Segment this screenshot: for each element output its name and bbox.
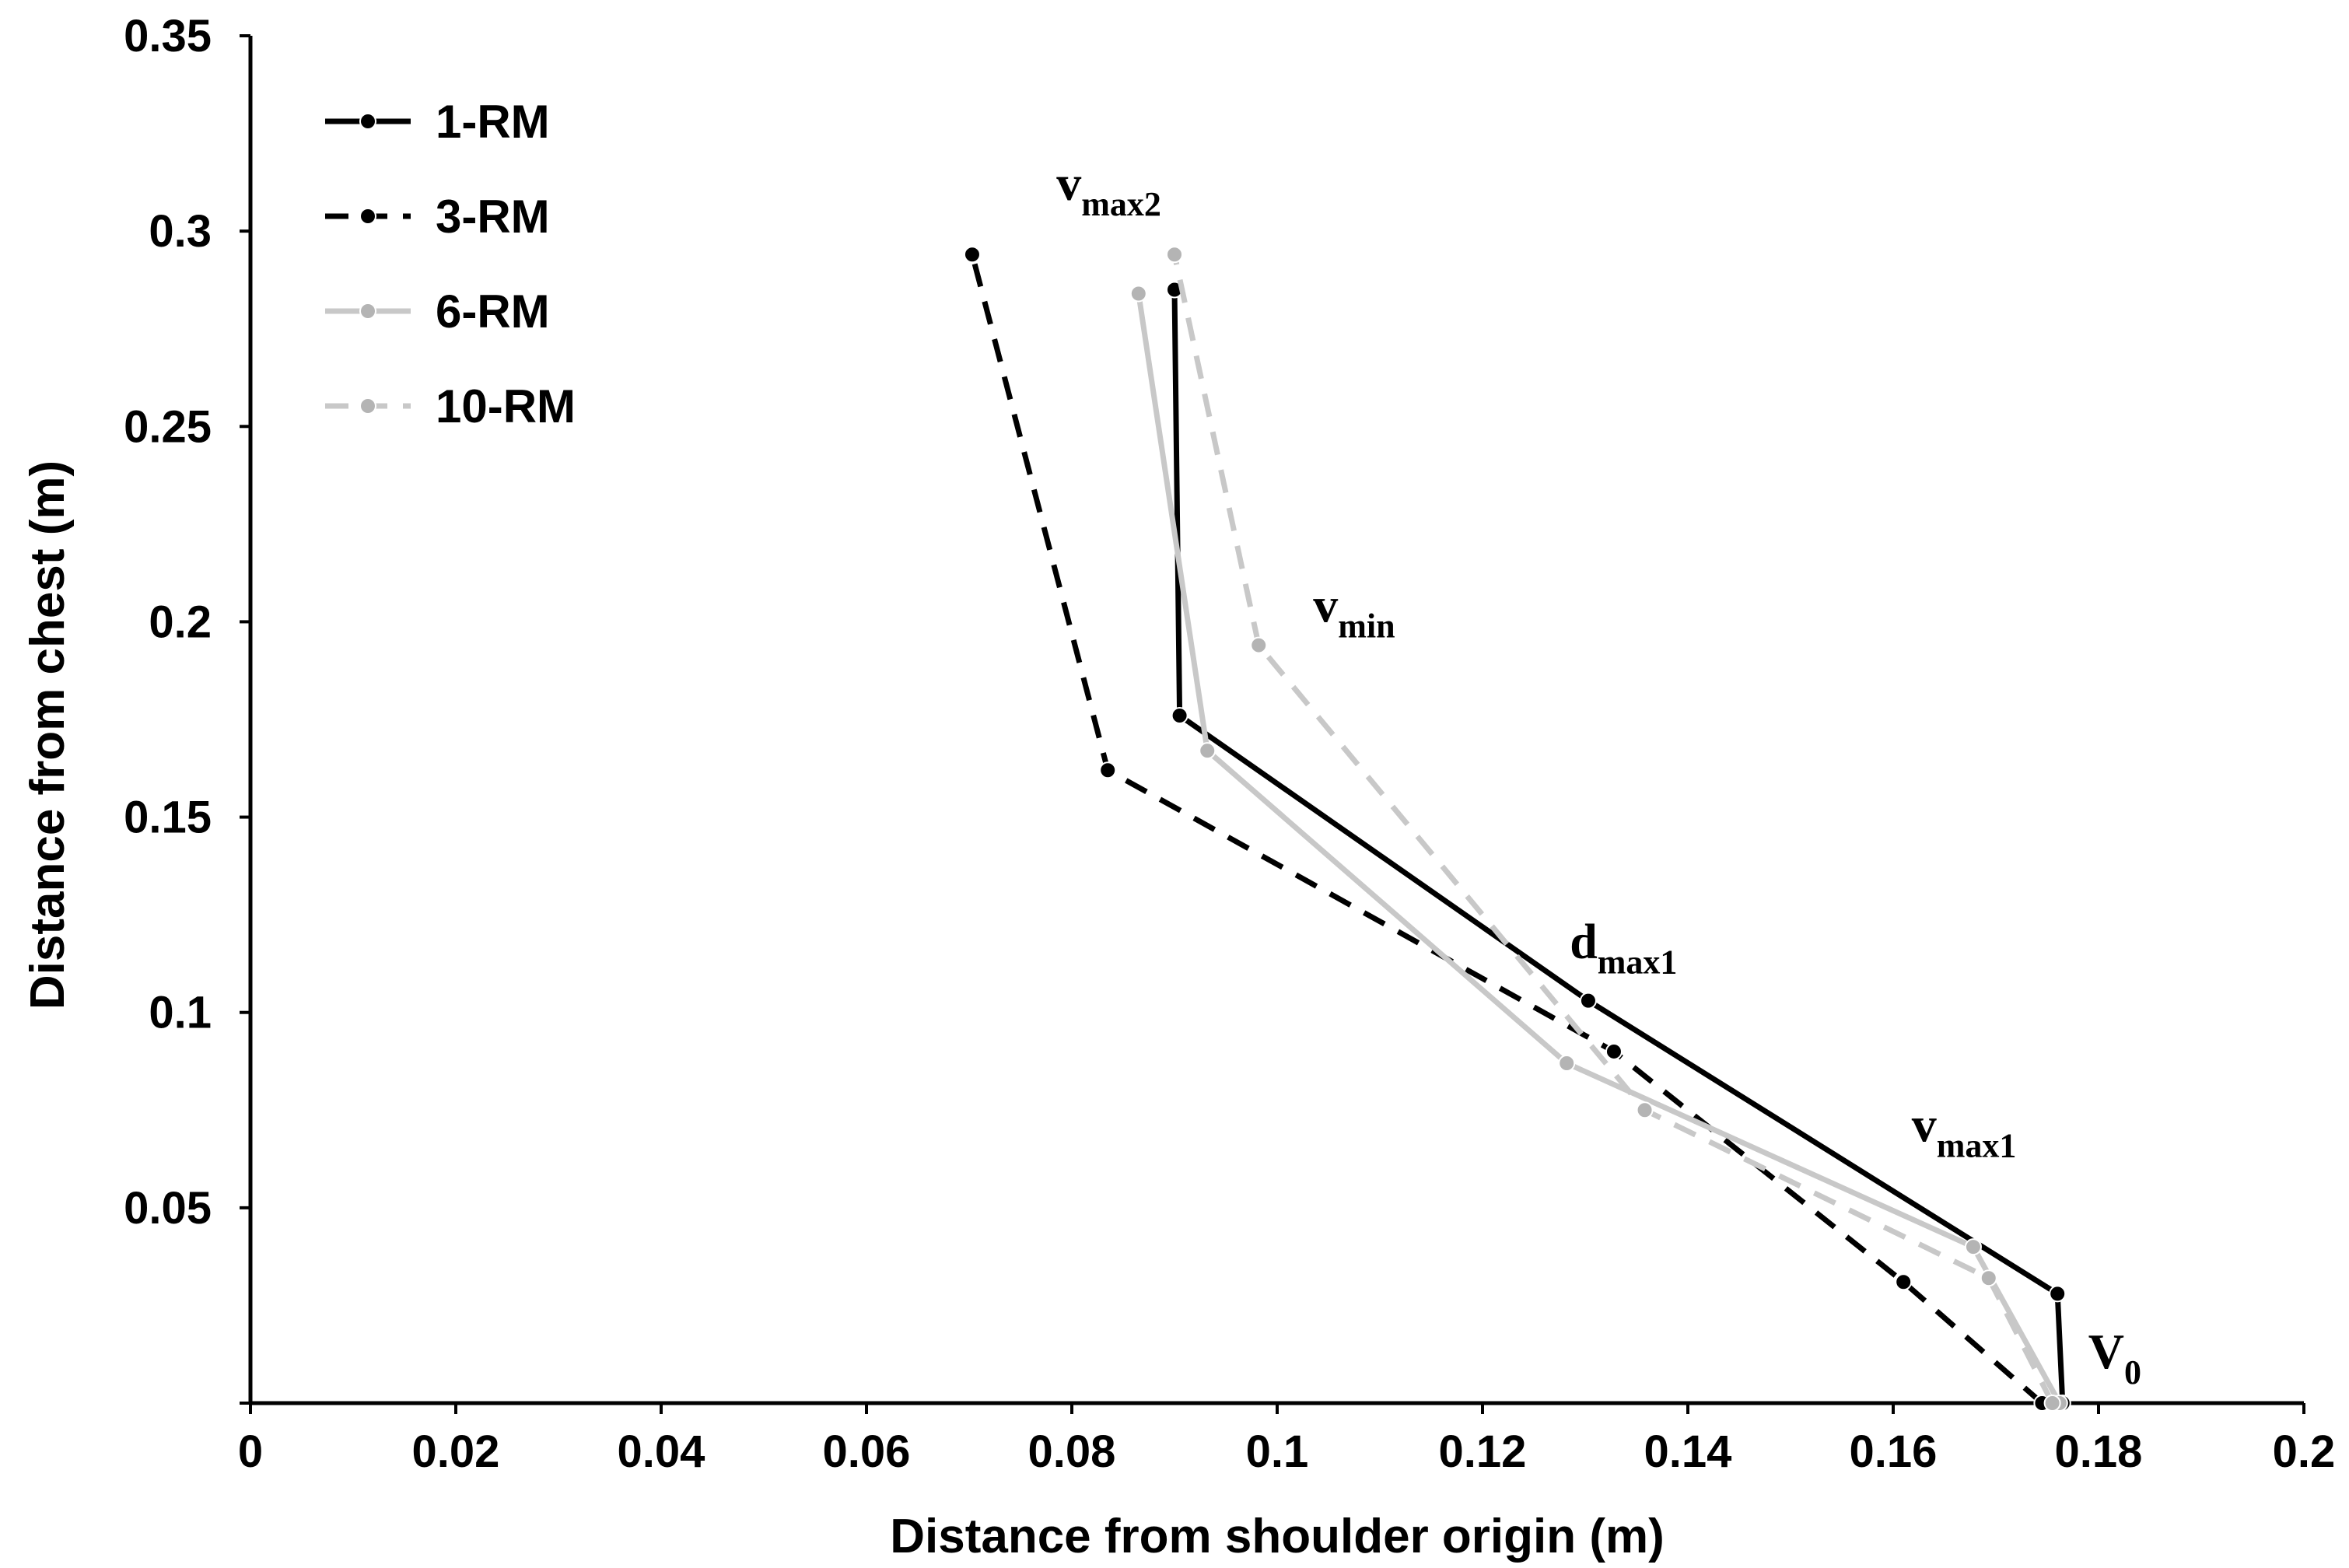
x-tick-label: 0.02 [412,1426,500,1477]
data-point-10-rm [1250,636,1268,654]
y-tick-label: 0.15 [124,793,212,843]
series-line-1-rm [1171,289,2066,1404]
legend-marker-3-rm [359,208,376,225]
legend-label-6-rm: 6-RM [436,285,550,338]
series-3-rm [963,246,2051,1412]
data-point-3-rm [1605,1042,1623,1060]
x-ticks: 0 0.02 0.04 0.06 0.08 0.1 0.12 0.14 0.16 0.18 0.2 [238,1403,2335,1477]
legend: 1-RM 3-RM 6-RM 10-RM [325,96,576,432]
legend-label-3-rm: 3-RM [436,191,550,243]
x-tick-label: 0.2 [2273,1426,2336,1477]
data-point-6-rm [1199,742,1217,760]
data-point-1-rm [1171,706,1189,724]
legend-item-6-rm: 6-RM [325,285,550,338]
y-tick-label: 0.25 [124,401,212,452]
y-tick-label: 0.3 [149,206,212,257]
annotation-layer: vmax2 vmin dmax1 vmax1 V0 [1056,156,2141,1391]
annotation-vmax1: vmax1 [1912,1097,2017,1164]
series-line-6-rm [1136,292,2062,1405]
x-tick-label: 0.14 [1644,1426,1732,1477]
y-tick-label: 0.1 [149,988,212,1038]
series-layer [963,246,2071,1412]
legend-marker-6-rm [359,303,376,320]
x-tick-label: 0.18 [2055,1426,2143,1477]
data-point-1-rm [2049,1285,2067,1303]
x-axis-title: Distance from shoulder origin (m) [890,1510,1665,1563]
legend-item-1-rm: 1-RM [325,96,550,148]
y-ticks: 0.05 0.1 0.15 0.2 0.25 0.3 0.35 [124,11,250,1405]
x-tick-label: 0.12 [1439,1426,1527,1477]
y-axis-title: Distance from chest (m) [21,460,75,1010]
legend-item-3-rm: 3-RM [325,191,550,243]
x-tick-label: 0 [238,1426,263,1477]
x-tick-label: 0.06 [823,1426,911,1477]
data-point-6-rm [1558,1055,1576,1073]
legend-marker-10-rm [359,397,376,415]
series-line-3-rm [969,254,2044,1405]
annotation-v0: V0 [2088,1324,2141,1391]
annotation-vmax2: vmax2 [1056,156,1161,223]
data-point-1-rm [1579,992,1597,1010]
axes: 0 0.02 0.04 0.06 0.08 0.1 0.12 0.14 0.16 0.18 0.2 … [124,11,2335,1477]
x-tick-label: 0.04 [618,1426,705,1477]
data-point-3-rm [1895,1273,1913,1291]
y-tick-label: 0.35 [124,11,212,61]
y-tick-label: 0.05 [124,1183,212,1234]
data-point-10-rm [1636,1101,1654,1119]
series-line-10-rm [1171,254,2055,1405]
legend-label-1-rm: 1-RM [436,96,550,148]
data-point-6-rm [1964,1238,1982,1256]
x-tick-label: 0.08 [1028,1426,1116,1477]
data-point-3-rm [963,246,981,264]
data-point-10-rm [1166,246,1183,264]
series-6-rm [1129,285,2068,1412]
data-point-10-rm [2043,1395,2061,1412]
legend-label-10-rm: 10-RM [436,380,576,432]
x-tick-label: 0.16 [1850,1426,1938,1477]
data-point-3-rm [1099,761,1117,779]
data-point-6-rm [1129,285,1147,303]
data-point-10-rm [1980,1269,1997,1287]
annotation-dmax1: dmax1 [1570,913,1677,981]
y-tick-label: 0.2 [149,597,212,647]
legend-marker-1-rm [359,113,376,130]
series-1-rm [1166,281,2071,1412]
annotation-vmin: vmin [1313,577,1395,645]
series-10-rm [1166,246,2061,1412]
x-tick-label: 0.1 [1246,1426,1309,1477]
legend-item-10-rm: 10-RM [325,380,576,432]
